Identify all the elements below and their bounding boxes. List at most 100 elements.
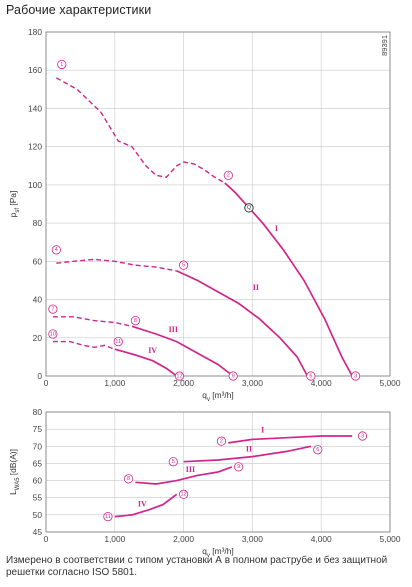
curve-iv [114, 493, 178, 518]
point-label-3: 3 [354, 373, 357, 379]
curve-i [224, 182, 353, 377]
point-marker-5 [168, 457, 178, 467]
curve-label-ii: II [246, 444, 252, 453]
point-marker-7 [48, 304, 58, 314]
curve-label-iv: IV [138, 499, 147, 508]
point-marker-11 [113, 336, 123, 347]
y-tick-label: 60 [33, 476, 43, 486]
y-tick-label: 75 [33, 424, 43, 434]
point-marker-12 [179, 489, 189, 499]
y-axis-label: psf [Pa] [8, 191, 21, 218]
drawing-code: 89391 [380, 35, 389, 56]
x-axis-label: qv [m³/h] [202, 390, 233, 403]
y-tick-label: 60 [33, 256, 43, 266]
y-tick-label: 70 [33, 441, 43, 451]
y-tick-label: 45 [33, 527, 43, 537]
point-marker-11 [103, 511, 113, 522]
curve-iv-dashed [52, 340, 116, 350]
point-label-3: 3 [361, 433, 364, 439]
x-tick-label: 1,000 [104, 378, 125, 388]
curve-label-iv: IV [148, 346, 157, 355]
curve-iii [131, 325, 234, 377]
point-label-7: 7 [51, 306, 54, 312]
pressure-chart: 0 1,000 2,000 3,000 4,000 5,00002040608010012… [8, 27, 401, 403]
point-marker-6 [313, 445, 323, 455]
point-marker-3 [357, 431, 368, 441]
y-tick-label: 50 [33, 510, 43, 520]
curve-label-i: I [261, 426, 264, 435]
point-marker-6 [306, 371, 316, 381]
curve-ii [183, 445, 312, 463]
x-tick-label: 2,000 [173, 378, 194, 388]
curve-label-ii: II [253, 283, 259, 292]
x-tick-label: 5,000 [380, 378, 401, 388]
point-label-6: 6 [309, 373, 312, 379]
point-label-11: 11 [115, 339, 121, 345]
x-tick-label: 1,000 [104, 534, 125, 544]
point-label-10: 10 [50, 331, 56, 337]
point-marker-8 [130, 315, 141, 326]
point-marker-9 [234, 462, 244, 472]
point-label-8: 8 [127, 476, 130, 482]
x-tick-label: 0 [44, 534, 49, 544]
point-label-9: 9 [237, 464, 240, 470]
footnote: Измерено в соответствии с типом установк… [6, 555, 388, 578]
y-tick-label: 20 [33, 333, 43, 343]
point-marker-4 [51, 245, 61, 255]
curve-i-dashed [55, 77, 226, 184]
point-label-2: 2 [227, 173, 230, 179]
point-marker-1 [57, 59, 67, 70]
curve-iv [114, 348, 178, 377]
curve-label-i: I [275, 224, 278, 233]
point-label-2: 2 [220, 438, 223, 444]
y-tick-label: 140 [28, 103, 42, 113]
x-axis-label: qv [m³/h] [202, 546, 233, 559]
noise-chart: 0 1,000 2,000 3,000 4,000 5,00045505560657075… [8, 407, 401, 559]
point-label-9: 9 [232, 373, 235, 379]
point-label-5: 5 [182, 262, 185, 268]
point-marker-8 [123, 474, 134, 484]
point-label-11: 11 [105, 514, 111, 520]
x-tick-label: 2,000 [173, 534, 194, 544]
point-label-5: 5 [172, 459, 175, 465]
plot-frame [45, 31, 391, 377]
y-tick-label: 80 [33, 407, 43, 417]
y-tick-label: 180 [28, 27, 42, 37]
point-marker-10 [48, 329, 58, 339]
point-label-6: 6 [316, 447, 319, 453]
y-axis-label: LWA5 [dB(A)] [8, 449, 21, 495]
y-tick-label: 55 [33, 493, 43, 503]
point-label-12: 12 [181, 492, 187, 498]
point-label-Q: Q [247, 205, 252, 211]
curve-ii-dashed [56, 258, 177, 272]
curve-iii [135, 466, 233, 485]
y-tick-label: 100 [28, 180, 42, 190]
y-tick-label: 120 [28, 142, 42, 152]
point-marker-3 [350, 371, 361, 381]
y-tick-label: 40 [33, 295, 43, 305]
page-title: Рабочие характеристики [6, 3, 152, 17]
x-tick-label: 3,000 [242, 534, 263, 544]
x-tick-label: 4,000 [311, 378, 332, 388]
point-marker-2 [216, 436, 227, 446]
x-tick-label: 5,000 [380, 534, 401, 544]
curve-iii-dashed [52, 316, 133, 327]
point-marker-12 [174, 371, 185, 381]
curve-label-iii: III [186, 465, 195, 474]
point-label-4: 4 [55, 247, 58, 253]
curve-ii [176, 270, 309, 377]
point-marker-Q [244, 203, 254, 213]
point-marker-5 [179, 260, 189, 270]
point-label-1: 1 [60, 62, 63, 68]
plot-frame [45, 411, 391, 533]
x-tick-label: 4,000 [311, 534, 332, 544]
y-tick-label: 160 [28, 65, 42, 75]
point-label-12: 12 [176, 373, 182, 379]
point-label-8: 8 [134, 318, 137, 324]
x-tick-label: 3,000 [242, 378, 263, 388]
point-marker-2 [223, 170, 233, 180]
x-tick-label: 0 [44, 378, 49, 388]
y-tick-label: 65 [33, 458, 43, 468]
curve-i [228, 435, 353, 444]
